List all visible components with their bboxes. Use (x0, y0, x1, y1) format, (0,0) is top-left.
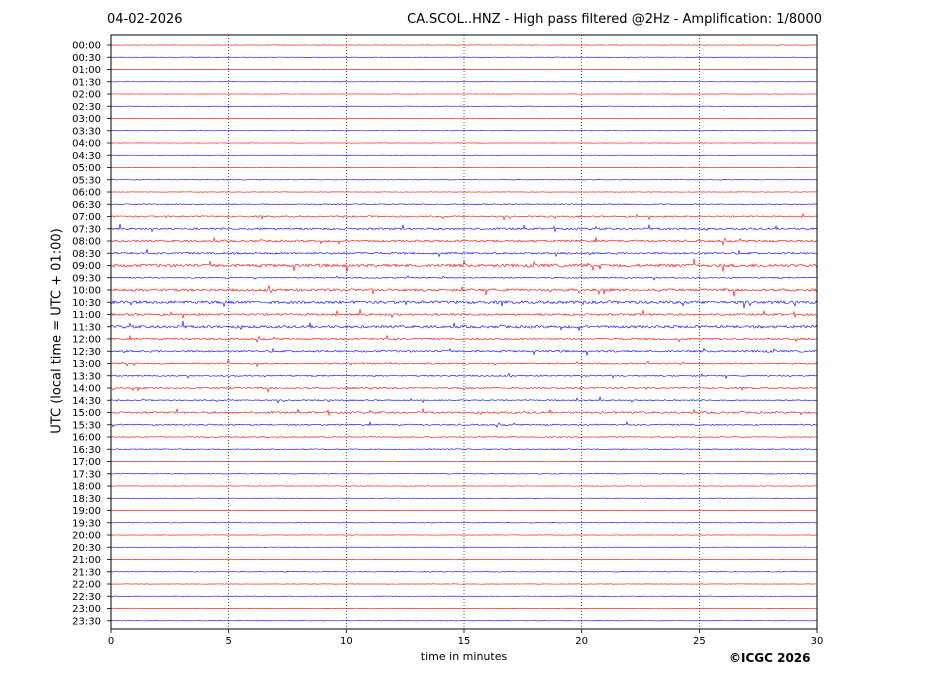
x-tick-label: 0 (108, 636, 114, 647)
y-tick-label: 13:30 (72, 371, 101, 382)
y-tick-label: 03:00 (72, 114, 101, 125)
y-tick-label: 02:00 (72, 90, 101, 101)
x-axis-label: time in minutes (420, 650, 508, 663)
y-tick-label: 03:30 (72, 126, 101, 137)
seismic-trace (110, 334, 818, 344)
y-tick-label: 21:00 (72, 555, 101, 566)
y-tick-label: 18:00 (72, 482, 101, 493)
seismic-trace (110, 223, 818, 233)
y-tick-label: 08:00 (72, 237, 101, 248)
y-tick-label: 09:30 (72, 273, 101, 284)
y-tick-label: 11:00 (72, 310, 101, 321)
seismic-trace (110, 420, 818, 429)
x-tick-label: 15 (458, 636, 471, 647)
y-tick-label: 15:00 (72, 408, 101, 419)
y-tick-label: 19:00 (72, 506, 101, 517)
y-tick-label: 01:00 (72, 65, 101, 76)
y-tick-label: 04:00 (72, 139, 101, 150)
seismic-trace (110, 203, 818, 206)
plot-date: 04-02-2026 (107, 12, 183, 27)
seismic-trace (110, 436, 818, 438)
y-tick-label: 12:00 (72, 335, 101, 346)
y-tick-label: 14:30 (72, 396, 101, 407)
y-tick-label: 07:30 (72, 224, 101, 235)
chart-title: CA.SCOL..HNZ - High pass filtered @2Hz -… (407, 12, 822, 27)
seismic-trace (110, 236, 818, 246)
y-tick-label: 23:30 (72, 616, 101, 627)
y-tick-label: 17:00 (72, 457, 101, 468)
seismic-trace (110, 285, 818, 297)
x-tick-label: 25 (693, 636, 706, 647)
y-tick-label: 05:30 (72, 175, 101, 186)
seismic-trace (110, 372, 818, 380)
x-tick-label: 10 (340, 636, 353, 647)
y-tick-label: 17:30 (72, 469, 101, 480)
y-tick-label: 02:30 (72, 102, 101, 113)
seismic-trace (110, 320, 818, 332)
y-tick-label: 09:00 (72, 261, 101, 272)
y-tick-label: 00:00 (72, 41, 101, 52)
seismic-trace (110, 448, 818, 451)
y-tick-label: 20:00 (72, 531, 101, 542)
seismic-trace (110, 275, 818, 281)
y-tick-label: 13:00 (72, 359, 101, 370)
y-tick-label: 04:30 (72, 151, 101, 162)
seismic-trace (110, 258, 818, 272)
seismic-trace (110, 347, 818, 357)
y-tick-label: 16:30 (72, 445, 101, 456)
y-tick-label: 06:30 (72, 200, 101, 211)
y-tick-label: 08:30 (72, 249, 101, 260)
seismic-trace (110, 571, 818, 573)
y-tick-label: 23:00 (72, 604, 101, 615)
seismic-trace (110, 309, 818, 319)
y-tick-label: 11:30 (72, 322, 101, 333)
y-tick-label: 20:30 (72, 543, 101, 554)
y-tick-label: 21:30 (72, 567, 101, 578)
seismic-trace (110, 509, 817, 512)
seismic-trace (110, 248, 818, 258)
y-tick-label: 05:00 (72, 163, 101, 174)
seismic-trace (110, 212, 818, 221)
y-tick-label: 19:30 (72, 518, 101, 529)
seismic-trace (110, 386, 818, 394)
y-tick-label: 22:00 (72, 580, 101, 591)
seismic-trace (110, 191, 818, 193)
y-tick-label: 01:30 (72, 77, 101, 88)
y-tick-label: 14:00 (72, 384, 101, 395)
seismic-trace (110, 300, 818, 309)
copyright-text: ©ICGC 2026 (729, 651, 811, 665)
y-tick-label: 10:30 (72, 298, 101, 309)
y-tick-label: 00:30 (72, 53, 101, 64)
seismic-trace (110, 485, 818, 487)
seismic-trace (110, 359, 818, 368)
y-tick-label: 06:00 (72, 188, 101, 199)
x-tick-label: 30 (811, 636, 824, 647)
y-tick-label: 22:30 (72, 592, 101, 603)
y-tick-label: 15:30 (72, 420, 101, 431)
x-tick-label: 20 (575, 636, 588, 647)
x-tick-label: 5 (225, 636, 231, 647)
seismic-trace (110, 522, 818, 524)
y-tick-label: 07:00 (72, 212, 101, 223)
seismic-trace (110, 408, 818, 417)
y-tick-label: 18:30 (72, 494, 101, 505)
y-tick-label: 12:30 (72, 347, 101, 358)
seismic-trace (110, 460, 818, 463)
y-tick-label: 10:00 (72, 286, 101, 297)
y-tick-label: 16:00 (72, 433, 101, 444)
seismic-trace (110, 473, 818, 475)
seismic-trace (110, 396, 818, 404)
